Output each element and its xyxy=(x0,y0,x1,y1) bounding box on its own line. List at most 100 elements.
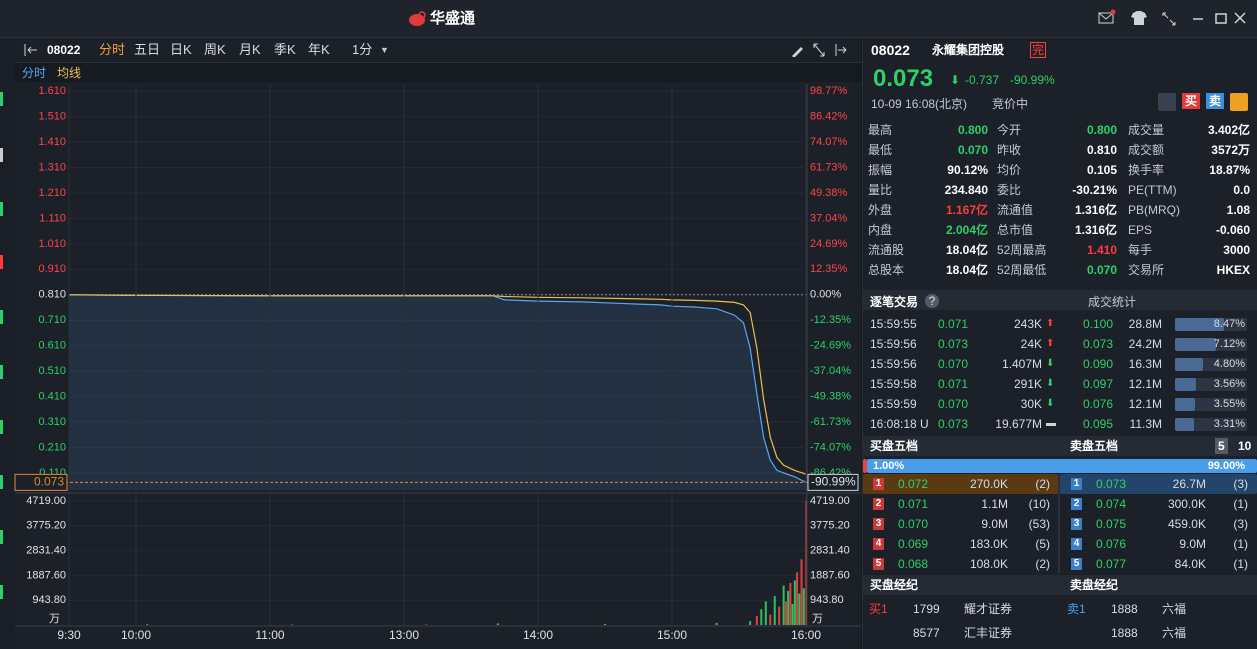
level-count: (53) xyxy=(1028,517,1050,531)
chart-bg xyxy=(15,82,861,649)
share-label: 7.12% xyxy=(1213,338,1245,350)
collapse-icon[interactable] xyxy=(23,43,39,57)
stat-label: 换手率 xyxy=(1128,163,1165,177)
book-divider xyxy=(1058,474,1060,574)
quote-name: 永耀集团控股 xyxy=(932,43,1005,57)
trade-volume: 291K xyxy=(1013,377,1042,391)
y2-tick-label: -12.35% xyxy=(810,314,851,326)
level-count: (2) xyxy=(1035,477,1050,491)
period-tab[interactable]: 五日 xyxy=(134,42,161,57)
x-tick-label: 11:00 xyxy=(255,628,284,642)
stat-value: 1.316亿 xyxy=(1074,223,1117,237)
y-tick-label: 0.810 xyxy=(38,289,66,301)
bid-best-bg xyxy=(863,474,1058,494)
y-tick-label: 0.510 xyxy=(38,365,66,377)
broker-id: 1888 xyxy=(1111,626,1138,640)
level-badge: 1 xyxy=(873,478,884,490)
trade-time: 15:59:59 xyxy=(870,397,917,411)
last-price-box xyxy=(14,473,68,491)
volume-bar xyxy=(291,624,294,625)
last-price-label: 0.073 xyxy=(34,475,64,489)
level-badge: 3 xyxy=(1071,518,1082,530)
trade-direction: ⬇ xyxy=(1046,398,1055,409)
stat-value: HKEX xyxy=(1216,263,1250,277)
depth-toggle[interactable]: 5 xyxy=(1215,438,1228,454)
title-bar xyxy=(0,0,1257,38)
stat-value: 1.167亿 xyxy=(945,203,988,217)
app-title: 华盛通 xyxy=(430,10,476,27)
stat-volume: 28.8M xyxy=(1128,317,1162,331)
period-tab[interactable]: 周K xyxy=(204,42,226,57)
period-tab[interactable]: 年K xyxy=(308,42,330,57)
alert-button xyxy=(1158,93,1176,111)
period-tab[interactable]: 月K xyxy=(239,42,261,57)
volume-bar xyxy=(146,624,149,625)
trade-volume: 1.407M xyxy=(1001,357,1042,371)
y2-tick-label: 12.35% xyxy=(810,263,848,275)
stat-label: PB(MRQ) xyxy=(1128,203,1180,217)
stat-price: 0.100 xyxy=(1083,317,1114,331)
stat-value: 90.12% xyxy=(947,163,988,177)
book-header-bg xyxy=(863,436,1257,456)
trade-volume: 24K xyxy=(1020,337,1042,351)
bid-ratio-label: 1.00% xyxy=(873,460,905,472)
period-tab[interactable]: 日K xyxy=(170,42,192,57)
price-area xyxy=(69,294,806,490)
stat-volume: 12.1M xyxy=(1128,377,1162,391)
level-volume: 1.1M xyxy=(981,497,1008,511)
quote-change-pct: -90.99% xyxy=(1010,73,1055,87)
window-controls[interactable] xyxy=(1097,9,1247,29)
stat-value: -0.060 xyxy=(1215,223,1250,237)
level-volume: 26.7M xyxy=(1172,477,1206,491)
stat-label: 每手 xyxy=(1128,243,1153,257)
stat-value: 3000 xyxy=(1223,243,1250,257)
period-tab[interactable]: 季K xyxy=(274,42,296,57)
chart-toolbar xyxy=(15,38,861,63)
level-badge: 5 xyxy=(1071,558,1082,570)
broker-level: 买1 xyxy=(869,602,888,616)
y2-tick-label: 24.69% xyxy=(810,238,848,250)
volume-bar xyxy=(425,624,428,625)
watch-indicators xyxy=(0,92,3,599)
quote-badge: 完 xyxy=(1030,42,1047,58)
volume-bar xyxy=(800,559,803,625)
stat-label: 52周最高 xyxy=(997,243,1047,257)
quote-time: 10-09 16:08(北京) xyxy=(871,97,968,111)
depth-toggle[interactable]: 10 xyxy=(1238,439,1252,453)
last-pct-label: -90.99% xyxy=(811,475,856,489)
volume-bar xyxy=(782,585,785,625)
trade-volume: 19.677M xyxy=(995,417,1042,431)
y2-tick-label: 1887.60 xyxy=(810,569,850,581)
level-volume: 9.0M xyxy=(981,517,1008,531)
level-volume: 300.0K xyxy=(1167,497,1206,511)
stat-label: 今开 xyxy=(997,123,1022,137)
y2-tick-label: 4719.00 xyxy=(810,495,850,507)
trade-time: 15:59:56 xyxy=(870,337,917,351)
interval-select[interactable]: 1分 xyxy=(352,42,373,57)
level-count: (3) xyxy=(1233,517,1248,531)
level-badge: 3 xyxy=(873,518,884,530)
stat-label: 昨收 xyxy=(997,143,1022,157)
level-price: 0.074 xyxy=(1096,497,1127,511)
volume-bar xyxy=(749,621,752,625)
stat-price: 0.076 xyxy=(1083,397,1114,411)
buy-button[interactable]: 买 xyxy=(1182,93,1200,109)
period-tab[interactable]: 分时 xyxy=(99,42,126,57)
stat-volume: 11.3M xyxy=(1129,417,1162,431)
stat-value: 0.070 xyxy=(957,143,988,157)
y-tick-label: 1.110 xyxy=(39,212,66,224)
stat-value: 18.04亿 xyxy=(945,263,988,277)
y2-tick-label: 2831.40 xyxy=(810,545,850,557)
tool-icons[interactable] xyxy=(790,43,850,57)
y-tick-label: 2831.40 xyxy=(26,545,66,557)
y2-tick-label: 49.38% xyxy=(810,187,848,199)
quote-code: 08022 xyxy=(871,42,910,58)
sell-button[interactable]: 卖 xyxy=(1206,93,1224,109)
volume-bar xyxy=(778,606,781,625)
y-tick-label: 0.910 xyxy=(38,263,66,275)
volume-bar xyxy=(791,603,794,625)
last-pct-box xyxy=(807,473,859,491)
stat-volume: 24.2M xyxy=(1128,337,1162,351)
level-count: (1) xyxy=(1233,557,1248,571)
